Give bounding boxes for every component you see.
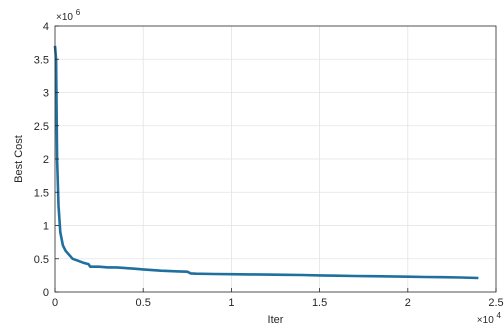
x-tick-label: 0.5 (136, 297, 151, 309)
ticks: 0 0.5 1 1.5 2 2.5 3 3.5 4 0 0.5 1 1.5 2 2.5 (34, 21, 504, 309)
series-line (53, 45, 479, 280)
x-tick-label: 0 (52, 297, 58, 309)
y-tick-label: 3.5 (34, 54, 49, 66)
grid (55, 26, 496, 292)
x-tick-label: 2.5 (488, 297, 503, 309)
x-axis-label: Iter (268, 314, 284, 326)
x-axis-exponent: ×10 4 (477, 311, 502, 326)
y-tick-label: 1 (43, 221, 49, 233)
y-tick-label: 0 (43, 287, 49, 299)
y-tick-label: 2.5 (34, 121, 49, 133)
y-tick-label: 3 (43, 88, 49, 100)
y-tick-label: 4 (43, 21, 49, 33)
x-tick-label: 2 (405, 297, 411, 309)
y-exponent-power: 6 (76, 8, 81, 17)
x-tick-label: 1.5 (312, 297, 327, 309)
x-exponent-base: ×10 (477, 315, 494, 326)
y-tick-label: 1.5 (34, 187, 49, 199)
series-layer (53, 45, 479, 280)
y-axis-label: Best Cost (13, 135, 25, 183)
y-tick-label: 0.5 (34, 254, 49, 266)
y-tick-label: 2 (43, 154, 49, 166)
x-tick-label: 1 (228, 297, 234, 309)
y-exponent-base: ×10 (56, 12, 73, 23)
x-exponent-power: 4 (497, 311, 502, 320)
y-axis-exponent: ×10 6 (56, 8, 81, 23)
